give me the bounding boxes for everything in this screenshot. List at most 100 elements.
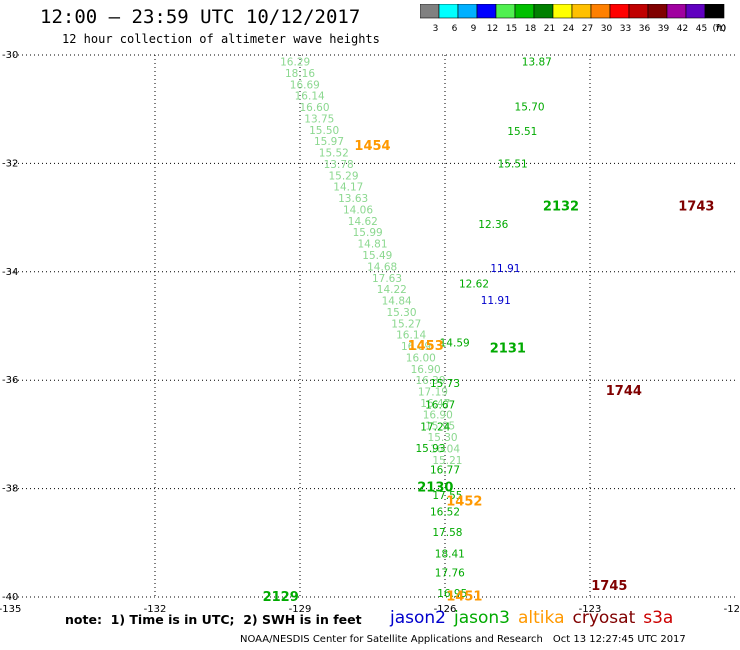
swh-value-altika: 16.47 (420, 398, 450, 410)
colorbar-level-label: 9 (471, 24, 477, 34)
swh-value-jason3: 18.41 (435, 549, 465, 561)
latitude-tick-label: -34 (2, 267, 18, 278)
swh-value-altika: 18.16 (285, 68, 315, 80)
swh-value-altika: 13.63 (338, 193, 368, 205)
swh-value-altika: 16.09 (401, 341, 431, 353)
swh-value-altika: 15.21 (432, 455, 462, 467)
swh-value-jason3: 15.73 (430, 378, 460, 390)
latitude-tick-label: -36 (2, 375, 18, 386)
swh-value-altika: 14.06 (343, 204, 373, 216)
swh-value-altika: 17.63 (372, 273, 402, 285)
pass-time-label: 1453 (408, 339, 444, 354)
colorbar-level-label: 24 (563, 24, 575, 34)
legend-jason3: jason3 (454, 608, 510, 628)
swh-value-altika: 16.90 (423, 409, 453, 421)
pass-time-label: 1452 (446, 495, 482, 510)
swh-value-jason3: 12.62 (459, 279, 489, 291)
latitude-tick-label: -30 (2, 50, 18, 61)
swh-value-altika: 16.14 (396, 330, 426, 342)
colorbar-level-label: 27 (582, 24, 593, 34)
legend-altika: altika (518, 608, 565, 628)
swh-value-altika: 16.69 (290, 79, 320, 91)
swh-value-jason3: 15.51 (507, 126, 537, 138)
swh-value-altika: 16.04 (430, 443, 460, 455)
longitude-tick-label: -132 (144, 604, 167, 615)
pass-time-label: 2129 (263, 590, 299, 605)
colorbar-level-label: 12 (487, 24, 498, 34)
swh-value-jason3: 16.52 (430, 506, 460, 518)
swh-value-jason3: 17.76 (435, 568, 465, 580)
pass-time-label: 1743 (678, 200, 714, 215)
swh-value-altika: 14.68 (367, 261, 397, 273)
swh-value-altika: 16.14 (295, 91, 325, 103)
map-subtitle: 12 hour collection of altimeter wave hei… (62, 32, 380, 46)
swh-value-altika: 15.97 (314, 136, 344, 148)
swh-value-altika: 17.19 (418, 387, 448, 399)
pass-time-label: 1744 (606, 384, 642, 399)
swh-value-altika: 15.50 (309, 125, 339, 137)
swh-value-altika: 14.62 (348, 216, 378, 228)
swh-value-jason3: 14.59 (440, 337, 470, 349)
colorbar-level-label: 42 (677, 24, 688, 34)
footer-timestamp: Oct 13 12:27:45 UTC 2017 (552, 634, 686, 645)
colorbar-level-label: 39 (658, 24, 670, 34)
longitude-tick-label: -135 (0, 604, 21, 615)
satellite-legend: jason2 jason3 altika cryosat s3a (390, 608, 681, 628)
legend-jason2: jason2 (390, 608, 446, 628)
pass-time-label: 2131 (490, 342, 526, 357)
swh-value-altika: 15.52 (319, 148, 349, 160)
colorbar-level-label: 6 (452, 24, 458, 34)
colorbar-level-label: 3 (433, 24, 439, 34)
pass-time-label: 1745 (591, 579, 627, 594)
swh-value-altika: 14.84 (382, 296, 412, 308)
swh-value-jason3: 15.93 (415, 443, 445, 455)
colorbar-level-label: 45 (696, 24, 707, 34)
longitude-tick-label: -120 (724, 604, 740, 615)
colorbar-level-label: 70 (715, 24, 727, 34)
swh-value-jason3: 17.55 (432, 490, 462, 502)
swh-value-altika: 15.29 (328, 170, 358, 182)
swh-value-altika: 15.95 (425, 421, 455, 433)
latitude-tick-label: -38 (2, 484, 18, 495)
colorbar-level-label: 30 (601, 24, 613, 34)
swh-value-altika: 16.60 (299, 102, 329, 114)
legend-cryosat: cryosat (572, 608, 636, 628)
pass-time-label: 2132 (543, 200, 579, 215)
swh-value-altika: 15.49 (362, 250, 392, 262)
pass-time-label: 1451 (446, 589, 482, 604)
swh-value-jason3: 15.51 (498, 158, 528, 170)
latitude-tick-label: -40 (2, 592, 18, 603)
swh-value-altika: 15.30 (428, 432, 458, 444)
colorbar-level-label: 21 (544, 24, 555, 34)
swh-value-altika: 16.90 (411, 364, 441, 376)
legend-s3a: s3a (643, 608, 674, 628)
swh-value-altika: 16.39 (415, 375, 445, 387)
colorbar-unit: (ft) (712, 24, 726, 34)
colorbar: 3 6 9 12 15 18 21 24 27 30 33 36 39 42 45 70(ft) (420, 4, 727, 34)
swh-value-jason3: 16.95 (437, 588, 467, 600)
colorbar-level-label: 36 (639, 24, 651, 34)
units-note: note: 1) Time is in UTC; 2) SWH is in fe… (65, 612, 362, 627)
colorbar-level-label: 33 (620, 24, 631, 34)
swh-value-altika: 16.29 (280, 57, 310, 69)
swh-value-jason3: 17.58 (432, 527, 462, 539)
swh-value-altika: 15.27 (391, 318, 421, 330)
longitude-tick-label: -126 (434, 604, 457, 615)
colorbar-level-label: 15 (506, 24, 517, 34)
swh-value-jason3: 15.70 (515, 101, 545, 113)
swh-value-jason3: 13.87 (522, 57, 552, 69)
swh-value-jason3: 17.24 (420, 421, 450, 433)
swh-value-jason3: 12.36 (478, 219, 508, 231)
swh-value-jason2: 11.91 (490, 263, 520, 275)
colorbar-level-label: 18 (525, 24, 537, 34)
swh-value-jason3: 16.77 (430, 465, 460, 477)
swh-value-altika: 14.17 (333, 182, 363, 194)
footer-credit: NOAA/NESDIS Center for Satellite Applica… (240, 634, 543, 645)
longitude-tick-label: -123 (579, 604, 602, 615)
swh-value-jason2: 11.91 (481, 295, 511, 307)
longitude-tick-label: -129 (289, 604, 312, 615)
swh-value-altika: 16.00 (406, 352, 436, 364)
swh-value-altika: 14.81 (357, 239, 387, 251)
footer: NOAA/NESDIS Center for Satellite Applica… (240, 634, 686, 645)
